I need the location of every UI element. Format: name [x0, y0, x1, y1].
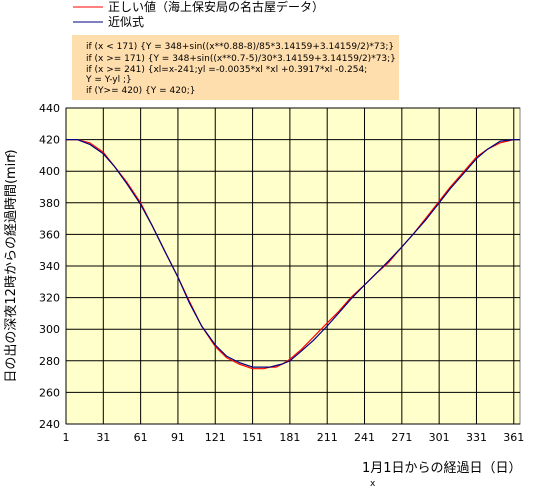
- formula-line-4: Y = Y-yl ;}: [85, 75, 132, 85]
- x-tick-label: 181: [279, 431, 300, 444]
- x-tick-label: 91: [171, 431, 185, 444]
- x-tick-labels: 1 31 61 91 121 151 181 211 241 271 301 331 361: [63, 431, 525, 444]
- legend: 正しい値（海上保安局の名古屋データ） 近似式: [73, 0, 324, 29]
- y-axis-title: 日の出の深夜12時からの経過時間(min): [4, 149, 19, 382]
- x-tick-label: 151: [242, 431, 263, 444]
- legend-label-true: 正しい値（海上保安局の名古屋データ）: [108, 0, 324, 14]
- y-axis-letter: Y: [4, 153, 11, 163]
- x-tick-label: 211: [317, 431, 338, 444]
- x-tick-label: 31: [96, 431, 110, 444]
- x-tick-label: 331: [466, 431, 487, 444]
- y-tick-label: 260: [39, 386, 60, 399]
- y-tick-label: 400: [39, 165, 60, 178]
- formula-box-background: [72, 35, 399, 100]
- x-tick-label: 301: [429, 431, 450, 444]
- x-tick-label: 361: [503, 431, 524, 444]
- formula-line-2: if (x >= 171) {Y = 348+sin((x**0.7-5)/30…: [86, 54, 396, 64]
- formula-line-1: if (x < 171) {Y = 348+sin((x**0.88-8)/85…: [86, 42, 394, 52]
- x-tick-label: 61: [134, 431, 148, 444]
- x-axis-title: 1月1日からの経過日（日）: [362, 461, 522, 476]
- formula-line-3: if (x >= 241) {xl=x-241;yl =-0.0035*xl *…: [86, 65, 367, 75]
- formula-line-5: if (Y>= 420) {Y = 420;}: [86, 86, 195, 96]
- y-tick-label: 420: [39, 134, 60, 147]
- x-axis-letter: x: [370, 479, 376, 489]
- y-tick-label: 360: [39, 228, 60, 241]
- series-line-approx: [66, 139, 520, 368]
- x-tick-label: 1: [63, 431, 70, 444]
- y-tick-label: 440: [39, 102, 60, 115]
- formula-box: if (x < 171) {Y = 348+sin((x**0.88-8)/85…: [72, 35, 399, 100]
- y-tick-label: 340: [39, 260, 60, 273]
- legend-label-approx: 近似式: [108, 15, 144, 29]
- x-tick-label: 241: [354, 431, 375, 444]
- x-tick-label: 271: [391, 431, 412, 444]
- series: [66, 139, 520, 370]
- grid: [65, 107, 520, 425]
- y-tick-label: 380: [39, 197, 60, 210]
- y-tick-label: 320: [39, 292, 60, 305]
- y-tick-label: 280: [39, 355, 60, 368]
- x-tick-label: 121: [205, 431, 226, 444]
- y-tick-label: 240: [39, 418, 60, 431]
- y-tick-labels: 240 260 280 300 320 340 360 380 400 420 440: [39, 102, 60, 431]
- y-tick-label: 300: [39, 323, 60, 336]
